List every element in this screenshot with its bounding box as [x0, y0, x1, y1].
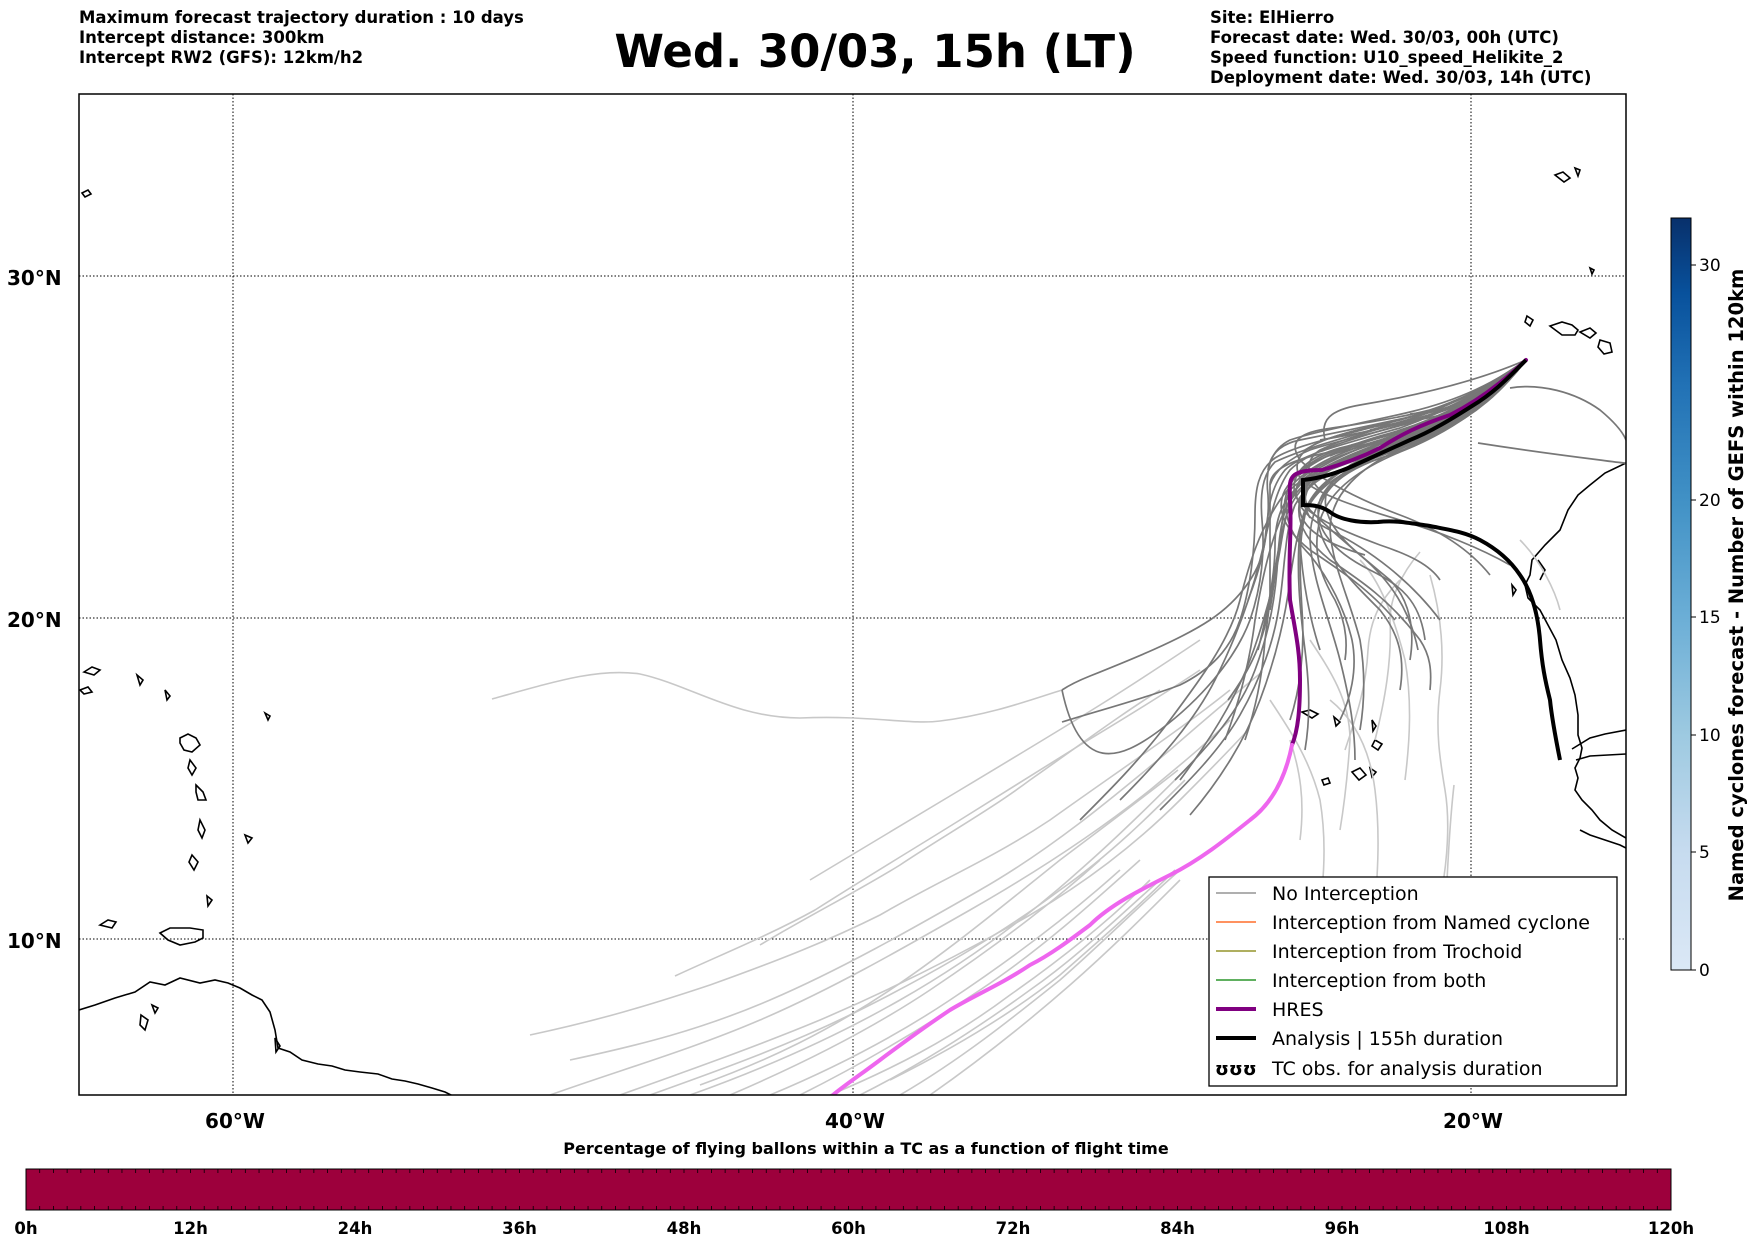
map-frame: [78, 93, 1627, 1096]
bottom-colorbar-tick-108h: 108h: [1483, 1219, 1529, 1238]
right-colorbar-tick-30: 30: [1699, 256, 1721, 276]
speed-function-text: Speed function: U10_speed_Helikite_2: [1210, 48, 1564, 67]
legend-box: [1208, 876, 1618, 1087]
map-tick-labels: 30°N 20°N 10°N 60°W 40°W 20°W: [7, 266, 1503, 1133]
legend-swatch-tc-obs: ʊʊʊ: [1215, 1059, 1257, 1080]
legend-label-trochoid: Interception from Trochoid: [1272, 941, 1522, 963]
intercept-rw2-text: Intercept RW2 (GFS): 12km/h2: [79, 48, 364, 67]
right-colorbar-tick-20: 20: [1699, 491, 1721, 511]
coastline-east: [1299, 166, 1626, 849]
bottom-colorbar-tick-0h: 0h: [14, 1219, 37, 1238]
legend-label-tc-obs: TC obs. for analysis duration: [1271, 1058, 1543, 1080]
bottom-colorbar-minor-ticks: [39, 1169, 1658, 1210]
lon-label-40w: 40°W: [825, 1109, 885, 1133]
right-colorbar-tick-10: 10: [1699, 726, 1721, 746]
header-right: Site: ElHierro Forecast date: Wed. 30/03…: [1210, 8, 1591, 88]
title-container: Wed. 30/03, 15h (LT): [0, 24, 1752, 80]
right-colorbar-tick-0: 0: [1699, 961, 1710, 981]
header-left: Maximum forecast trajectory duration : 1…: [79, 8, 524, 68]
bottom-colorbar-tick-36h: 36h: [502, 1219, 537, 1238]
coastline-west: [79, 188, 453, 1095]
lon-label-20w: 20°W: [1443, 1109, 1503, 1133]
page-title: Wed. 30/03, 15h (LT): [614, 25, 1136, 78]
bottom-colorbar-tick-72h: 72h: [996, 1219, 1031, 1238]
bottom-colorbar-tick-48h: 48h: [667, 1219, 702, 1238]
site-text: Site: ElHierro: [1210, 8, 1335, 27]
bottom-colorbar-tick-120h: 120h: [1648, 1219, 1694, 1238]
bottom-colorbar-tick-96h: 96h: [1325, 1219, 1360, 1238]
right-colorbar-tick-5: 5: [1699, 843, 1710, 863]
legend-label-analysis: Analysis | 155h duration: [1272, 1028, 1503, 1050]
bottom-colorbar: Percentage of flying ballons within a TC…: [14, 1139, 1694, 1238]
intercept-distance-text: Intercept distance: 300km: [79, 28, 325, 47]
legend-label-no-interception: No Interception: [1272, 883, 1419, 905]
right-colorbar-tick-15: 15: [1699, 608, 1721, 628]
bottom-colorbar-tick-12h: 12h: [173, 1219, 208, 1238]
bottom-colorbar-tick-24h: 24h: [338, 1219, 373, 1238]
right-colorbar-label: Named cyclones forecast - Number of GEFS…: [1725, 269, 1748, 902]
deployment-date-text: Deployment date: Wed. 30/03, 14h (UTC): [1210, 68, 1592, 87]
right-colorbar: 0 5 10 15 20 30 Named cyclones forecast …: [1670, 217, 1748, 981]
legend-label-hres: HRES: [1272, 999, 1324, 1021]
max-duration-text: Maximum forecast trajectory duration : 1…: [79, 8, 524, 27]
bottom-colorbar-tick-60h: 60h: [831, 1219, 866, 1238]
hres-trajectory: [831, 358, 1528, 1095]
bottom-colorbar-bar: [25, 1168, 1672, 1211]
legend-label-named-cyclone: Interception from Named cyclone: [1272, 912, 1590, 934]
right-colorbar-gradient: [1670, 217, 1692, 971]
forecast-date-text: Forecast date: Wed. 30/03, 00h (UTC): [1210, 28, 1559, 47]
lat-label-10n: 10°N: [7, 929, 62, 953]
analysis-trajectory: [1301, 358, 1562, 761]
lat-label-20n: 20°N: [7, 608, 62, 632]
lon-label-60w: 60°W: [205, 1109, 265, 1133]
legend-label-both: Interception from both: [1272, 970, 1486, 992]
legend: No Interception Interception from Named …: [1208, 876, 1618, 1087]
lat-label-30n: 30°N: [7, 266, 62, 290]
bottom-colorbar-tick-84h: 84h: [1160, 1219, 1195, 1238]
bottom-colorbar-title: Percentage of flying ballons within a TC…: [563, 1139, 1169, 1158]
